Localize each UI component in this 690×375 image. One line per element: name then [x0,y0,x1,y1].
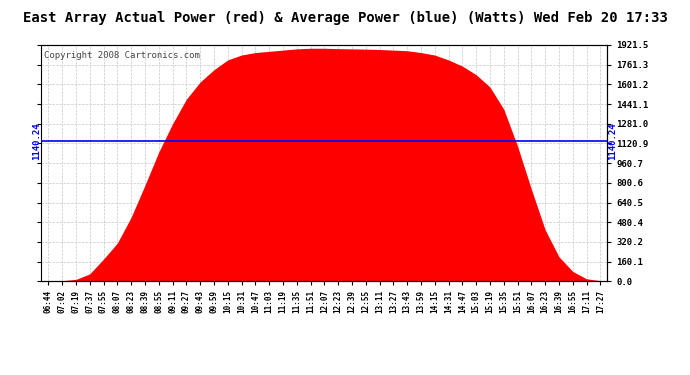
Text: 1140.24: 1140.24 [608,122,617,160]
Text: Copyright 2008 Cartronics.com: Copyright 2008 Cartronics.com [44,51,200,60]
Text: East Array Actual Power (red) & Average Power (blue) (Watts) Wed Feb 20 17:33: East Array Actual Power (red) & Average … [23,11,667,25]
Text: 1140.24: 1140.24 [32,122,41,160]
